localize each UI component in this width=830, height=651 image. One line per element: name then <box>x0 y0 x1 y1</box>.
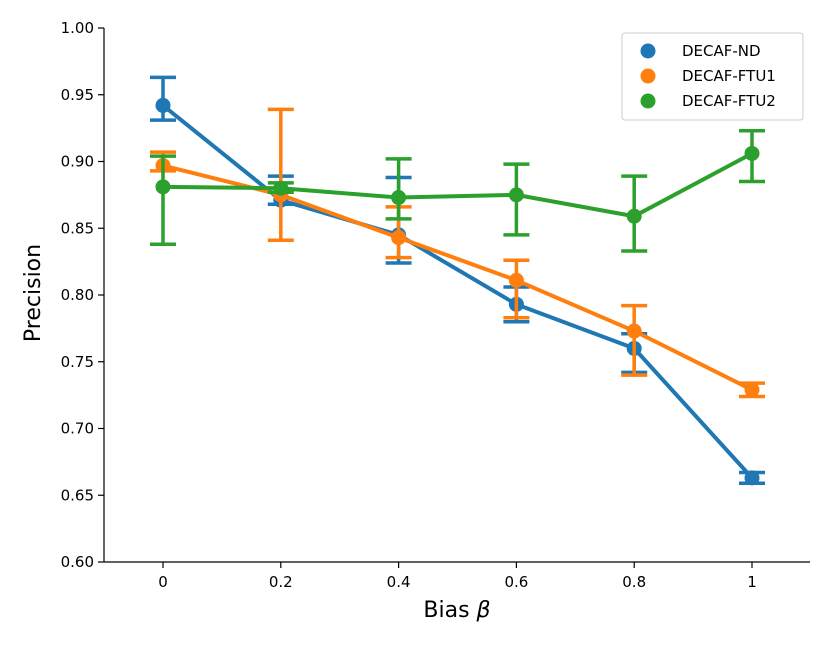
data-point <box>155 97 171 113</box>
data-point <box>744 145 760 161</box>
series-decaf-nd <box>150 75 765 486</box>
series-layer <box>150 75 765 486</box>
data-point <box>155 179 171 195</box>
legend: DECAF-ND DECAF-FTU1 DECAF-FTU2 <box>621 32 804 121</box>
legend-marker <box>640 68 656 84</box>
y-ticks: 0.60 0.65 0.70 0.75 0.80 0.85 0.90 0.95 1.00 <box>61 19 104 571</box>
series-line <box>162 151 753 219</box>
legend-label: DECAF-ND <box>682 42 761 60</box>
y-axis-title: Precision <box>21 244 46 342</box>
y-tick-label: 0.70 <box>61 420 94 438</box>
legend-label: DECAF-FTU2 <box>682 92 776 110</box>
y-tick-label: 0.95 <box>61 86 94 104</box>
y-tick-label: 0.75 <box>61 353 94 371</box>
series-line <box>162 163 753 392</box>
data-point <box>744 382 760 398</box>
legend-marker <box>640 43 656 59</box>
x-tick-label: 0.6 <box>504 573 528 591</box>
y-tick-label: 1.00 <box>61 19 94 37</box>
x-ticks: 0 0.2 0.4 0.6 0.8 1 <box>158 562 757 591</box>
y-tick-label: 0.90 <box>61 153 94 171</box>
data-point <box>626 208 642 224</box>
x-tick-label: 1 <box>747 573 757 591</box>
x-tick-label: 0 <box>158 573 168 591</box>
data-point <box>273 180 289 196</box>
x-axis-title-text: Bias <box>423 598 469 623</box>
x-axis-title: Bias β <box>423 598 490 623</box>
x-axis-title-symbol: β <box>476 598 491 623</box>
y-tick-label: 0.85 <box>61 219 94 237</box>
x-tick-label: 0.4 <box>387 573 411 591</box>
y-tick-label: 0.65 <box>61 486 94 504</box>
series-line <box>161 103 754 480</box>
legend-marker <box>640 93 656 109</box>
data-point <box>508 272 524 288</box>
data-point <box>744 470 760 486</box>
x-tick-label: 0.8 <box>622 573 646 591</box>
data-point <box>391 190 407 206</box>
series-decaf-ftu2 <box>150 129 765 253</box>
y-tick-label: 0.60 <box>61 553 94 571</box>
data-point <box>391 230 407 246</box>
legend-frame <box>621 32 804 121</box>
series-decaf-ftu1 <box>150 107 765 399</box>
data-point <box>508 187 524 203</box>
y-tick-label: 0.80 <box>61 286 94 304</box>
legend-label: DECAF-FTU1 <box>682 67 776 85</box>
data-point <box>626 323 642 339</box>
x-tick-label: 0.2 <box>269 573 293 591</box>
